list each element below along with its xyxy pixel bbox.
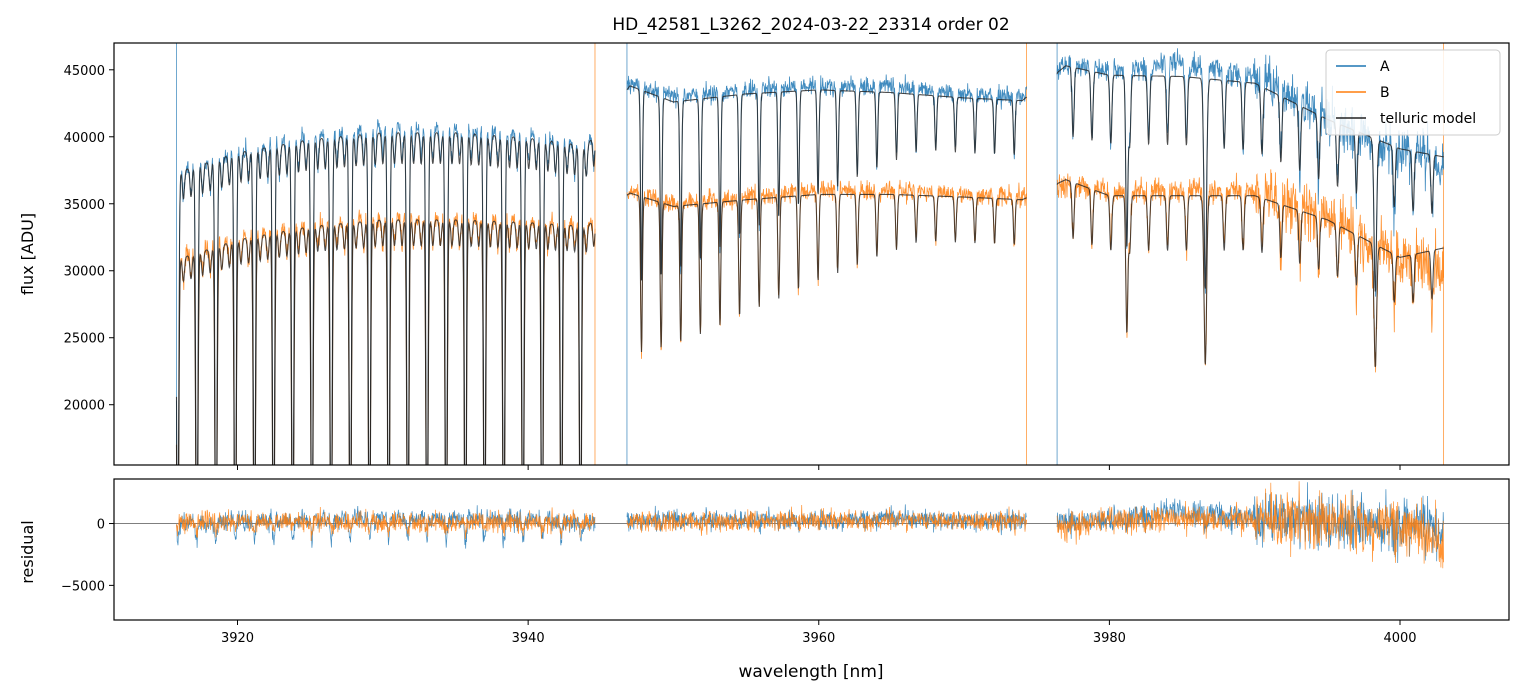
residual-panel: −5000 0 3920 3940 3960 3980 4000 residual wav…	[18, 478, 1510, 682]
residual-b-line	[626, 504, 1027, 536]
telluric-model-line-b	[175, 219, 596, 465]
residual-b-line	[1056, 481, 1444, 569]
residual-x-tick-label: 3980	[1093, 631, 1126, 646]
flux-panel: 20000 25000 30000 35000 40000 45000 flux [ADU…	[18, 42, 1510, 470]
flux-y-axis: 20000 25000 30000 35000 40000 45000	[64, 64, 114, 414]
flux-x-ticks	[237, 465, 1401, 470]
residual-b-line	[176, 506, 596, 542]
residual-y-tick-label: 0	[97, 518, 105, 533]
legend-label-b: B	[1380, 85, 1390, 101]
flux-y-tick-label: 30000	[64, 265, 105, 280]
telluric-model-line-a	[626, 85, 1027, 281]
residual-x-axis: 3920 3940 3960 3980 4000	[221, 620, 1417, 646]
series-b-line	[626, 179, 1027, 359]
flux-y-tick-label: 35000	[64, 198, 105, 213]
chart-title: HD_42581_L3262_2024-03-22_23314 order 02	[612, 15, 1009, 35]
residual-x-tick-label: 3920	[221, 631, 254, 646]
residual-panel-frame	[113, 478, 1510, 621]
residual-x-tick-label: 3960	[802, 631, 835, 646]
flux-panel-frame	[113, 42, 1510, 466]
telluric-model-line-a	[1056, 65, 1444, 292]
flux-y-tick-label: 40000	[64, 131, 105, 146]
legend-label-telluric-model: telluric model	[1380, 111, 1476, 127]
flux-y-tick-label: 45000	[64, 64, 105, 79]
flux-y-label: flux [ADU]	[18, 213, 37, 295]
residual-x-tick-label: 4000	[1383, 631, 1416, 646]
legend-box	[1325, 49, 1501, 136]
series-a-line	[1056, 48, 1444, 297]
telluric-model-line-a	[175, 132, 596, 465]
residual-y-axis: −5000 0	[61, 518, 114, 594]
flux-y-tick-label: 20000	[64, 399, 105, 414]
residual-y-tick-label: −5000	[61, 579, 105, 594]
telluric-model-line-b	[626, 192, 1027, 353]
legend: A B telluric model	[1325, 49, 1501, 136]
residual-plot-area	[114, 481, 1509, 569]
residual-y-label: residual	[18, 520, 37, 583]
residual-x-tick-label: 3940	[512, 631, 545, 646]
telluric-model-line-b	[1056, 179, 1444, 368]
x-axis-label: wavelength [nm]	[738, 662, 883, 682]
series-b-line	[1056, 169, 1444, 373]
flux-plot-area	[175, 43, 1445, 465]
legend-label-a: A	[1380, 59, 1390, 75]
flux-y-tick-label: 25000	[64, 332, 105, 347]
